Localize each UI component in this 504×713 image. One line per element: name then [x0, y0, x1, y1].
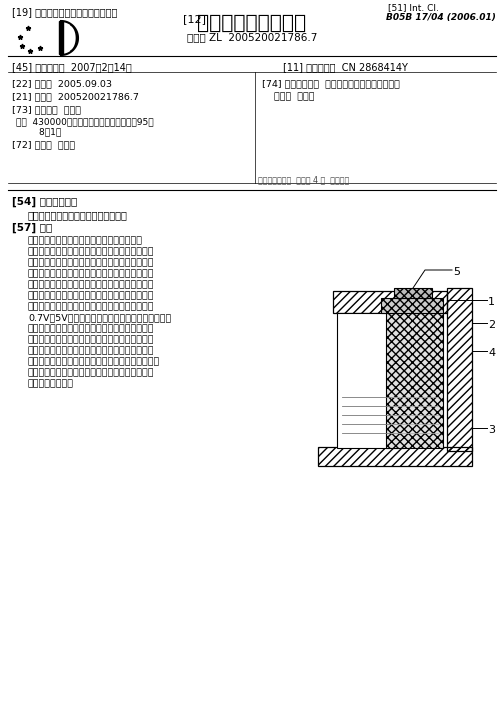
Text: 5: 5 — [453, 267, 460, 277]
Text: 制电路和雾化片驱动电路供电，脉冲发生控制电路: 制电路和雾化片驱动电路供电，脉冲发生控制电路 — [28, 324, 155, 333]
Text: [21] 申请号  200520021786.7: [21] 申请号 200520021786.7 — [12, 92, 139, 101]
Bar — [337, 313, 404, 448]
Text: 8栋1号: 8栋1号 — [16, 127, 61, 136]
Text: 动电路和脉冲发生控制电路，电源电路的输出端分: 动电路和脉冲发生控制电路，电源电路的输出端分 — [28, 269, 155, 278]
Text: 一种低压驱动压电陶瓷雾化片的雾化器，主要: 一种低压驱动压电陶瓷雾化片的雾化器，主要 — [28, 236, 143, 245]
Text: [11] 授权公告号  CN 2868414Y: [11] 授权公告号 CN 2868414Y — [283, 62, 408, 72]
Text: 实用新型专利说明书: 实用新型专利说明书 — [198, 14, 306, 33]
Text: 2: 2 — [488, 320, 495, 330]
Text: 地址  430000湖北省武汉市汉阳区知音西村95号: 地址 430000湖北省武汉市汉阳区知音西村95号 — [16, 117, 154, 126]
Text: [51] Int. Cl.: [51] Int. Cl. — [388, 3, 439, 12]
Text: [22] 申请日  2005.09.03: [22] 申请日 2005.09.03 — [12, 79, 112, 88]
Text: [74] 专利代理机构  深圳市智科友专利商标事务所: [74] 专利代理机构 深圳市智科友专利商标事务所 — [262, 79, 400, 88]
Bar — [381, 298, 443, 313]
Text: 4: 4 — [488, 348, 495, 358]
Text: 权利要求书：页  说明书 4 页  附图：页: 权利要求书：页 说明书 4 页 附图：页 — [258, 175, 349, 184]
Text: 解决雾化器低压驱动的技术问题，采用的技术方案: 解决雾化器低压驱动的技术问题，采用的技术方案 — [28, 247, 155, 256]
Bar — [394, 288, 432, 298]
Bar — [333, 291, 447, 313]
Text: 雾化器的电源体积，给雾化器的整体设计带来方便，: 雾化器的电源体积，给雾化器的整体设计带来方便， — [28, 357, 160, 366]
Text: 是：雾化器的驱动电路，包括电源电路、雾化片驱: 是：雾化器的驱动电路，包括电源电路、雾化片驱 — [28, 258, 155, 267]
Text: B05B 17/04 (2006.01): B05B 17/04 (2006.01) — [386, 13, 496, 22]
Text: [54] 实用新型名称: [54] 实用新型名称 — [12, 197, 77, 207]
Text: 专利号 ZL  200520021786.7: 专利号 ZL 200520021786.7 — [187, 32, 317, 42]
Text: 3: 3 — [488, 425, 495, 435]
Text: 的电源端连接，脉冲发生控制电路的输出端与雾化: 的电源端连接，脉冲发生控制电路的输出端与雾化 — [28, 291, 155, 300]
Text: [45] 授权公告日  2007年2月14日: [45] 授权公告日 2007年2月14日 — [12, 62, 132, 72]
Bar — [59, 21, 63, 54]
Bar — [386, 313, 443, 448]
Text: [72] 设计人  熊武军: [72] 设计人 熊武军 — [12, 140, 75, 149]
Text: 别与雾化片驱动电路的电源端和脉冲发生控制电路: 别与雾化片驱动电路的电源端和脉冲发生控制电路 — [28, 280, 155, 289]
Text: [57] 摘要: [57] 摘要 — [12, 223, 52, 233]
Text: 电流，驱动雾化片工作。本实用新型可以大大减小: 电流，驱动雾化片工作。本实用新型可以大大减小 — [28, 346, 155, 355]
Text: 使雾化器的整体做得更加小巧精致，适用于客厅、: 使雾化器的整体做得更加小巧精致，适用于客厅、 — [28, 368, 155, 377]
Text: 卧室或车内使用。: 卧室或车内使用。 — [28, 379, 74, 388]
Text: 1: 1 — [488, 297, 495, 307]
Text: 代理人  曲家栋: 代理人 曲家栋 — [262, 92, 314, 101]
Text: [19] 中华人民共和国国家知识产权局: [19] 中华人民共和国国家知识产权局 — [12, 7, 117, 17]
Text: [12]: [12] — [183, 14, 206, 24]
Text: [73] 专利权人  熊武军: [73] 专利权人 熊武军 — [12, 105, 81, 114]
Text: 0.7V至5V之间的低压电源，电源电路给脉冲发生控: 0.7V至5V之间的低压电源，电源电路给脉冲发生控 — [28, 313, 171, 322]
Bar — [318, 447, 472, 466]
Text: 输出脉冲信号控制雾化片驱动电路，使其产生交流: 输出脉冲信号控制雾化片驱动电路，使其产生交流 — [28, 335, 155, 344]
Bar — [447, 288, 472, 451]
Text: 片驱动电路的控制端连接，电源电路的电源电压为: 片驱动电路的控制端连接，电源电路的电源电压为 — [28, 302, 155, 311]
Text: 一种低压驱动压电陶瓷雾化片的雾化器: 一种低压驱动压电陶瓷雾化片的雾化器 — [28, 210, 128, 220]
